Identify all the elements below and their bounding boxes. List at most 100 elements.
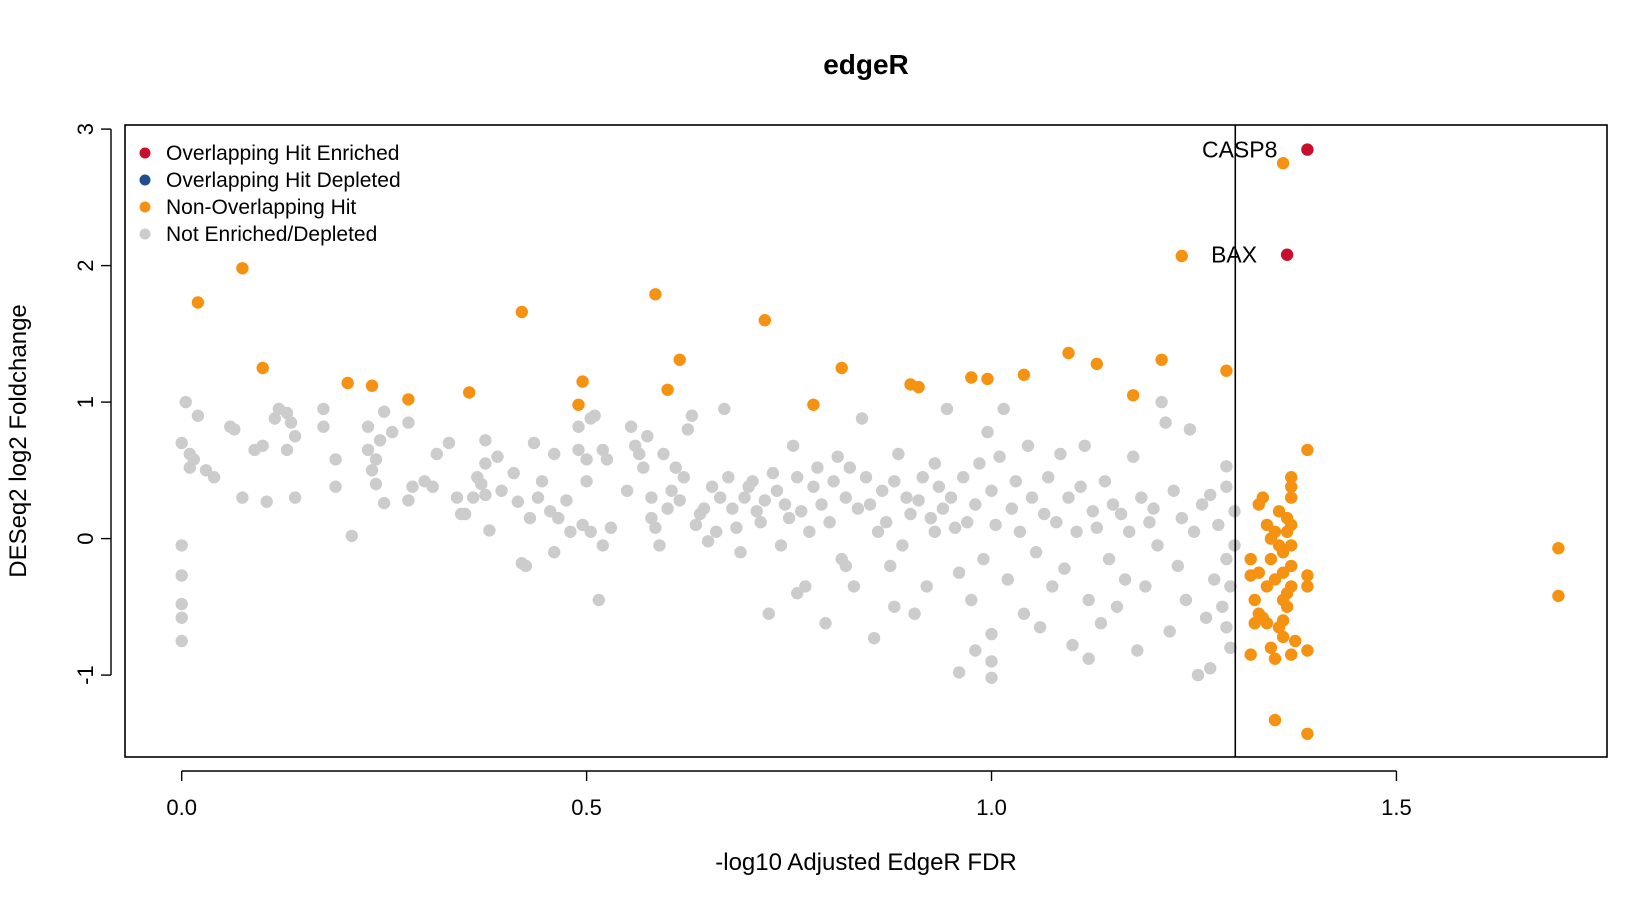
legend: Overlapping Hit Enriched Overlapping Hit …: [139, 142, 401, 246]
data-point: [1123, 525, 1136, 538]
data-point: [718, 402, 731, 416]
data-point: [1151, 539, 1164, 552]
data-point: [1208, 573, 1221, 586]
data-point: [256, 361, 269, 375]
data-point: [641, 430, 654, 443]
data-point: [823, 516, 836, 529]
data-point: [1005, 502, 1018, 515]
data-point: [256, 439, 269, 452]
data-point: [1552, 589, 1565, 603]
x-tick-label: 0.0: [166, 795, 197, 820]
data-point: [596, 443, 609, 457]
data-point: [1276, 614, 1290, 627]
data-point: [969, 498, 982, 511]
data-point: [786, 439, 800, 452]
data-point: [1260, 518, 1274, 532]
data-point: [645, 511, 658, 525]
data-point: [548, 546, 561, 559]
data-point: [1078, 439, 1091, 452]
data-point: [685, 409, 699, 422]
data-point: [1062, 346, 1075, 360]
data-point: [1289, 634, 1302, 648]
data-point: [1038, 507, 1051, 521]
data-point: [317, 420, 330, 433]
data-point: [697, 502, 711, 515]
data-point: [1147, 502, 1160, 515]
data-point: [179, 395, 192, 409]
data-point: [661, 502, 674, 515]
data-point: [1058, 562, 1071, 575]
data-point: [827, 475, 840, 488]
data-point: [600, 453, 614, 466]
x-tick-label: 1.5: [1381, 795, 1412, 820]
legend-item: Non-Overlapping Hit: [139, 196, 356, 219]
data-point: [811, 461, 824, 474]
legend-item: Overlapping Hit Depleted: [139, 169, 401, 192]
data-point: [386, 425, 399, 439]
data-point: [1268, 652, 1282, 665]
data-point: [653, 539, 666, 552]
data-point: [1054, 447, 1067, 461]
data-point: [807, 480, 820, 493]
data-point: [175, 539, 188, 552]
data-point: [458, 507, 472, 521]
data-point: [1163, 625, 1176, 638]
data-point: [1248, 593, 1261, 607]
data-point: [479, 434, 492, 447]
data-point: [957, 471, 970, 484]
data-point: [973, 457, 986, 470]
data-point: [507, 466, 520, 480]
data-point: [673, 494, 686, 507]
data-point: [762, 607, 775, 620]
data-point: [1090, 521, 1104, 534]
data-point: [1212, 518, 1225, 532]
data-point: [819, 617, 832, 630]
data-point: [576, 518, 589, 532]
data-point: [1224, 641, 1237, 654]
x-axis-label: -log10 Adjusted EdgeR FDR: [715, 849, 1017, 876]
data-point: [782, 511, 796, 525]
data-point: [280, 443, 294, 457]
data-point: [839, 491, 852, 504]
data-point: [774, 539, 788, 552]
data-point: [1204, 488, 1217, 502]
data-point: [722, 471, 735, 484]
data-point: [944, 491, 958, 504]
y-tick-label: -1: [73, 665, 98, 685]
data-point: [1276, 157, 1290, 170]
data-point: [1131, 644, 1144, 657]
data-point: [714, 491, 727, 504]
data-point: [475, 477, 488, 491]
data-point: [495, 484, 508, 497]
data-point: [1025, 491, 1039, 504]
data-point: [1013, 525, 1027, 538]
data-point: [1301, 143, 1314, 156]
data-point: [620, 484, 634, 497]
data-point: [1029, 546, 1043, 559]
data-point: [560, 494, 573, 507]
data-point: [402, 393, 415, 406]
data-point: [1285, 491, 1298, 504]
data-point: [175, 436, 188, 450]
data-point: [965, 371, 978, 384]
data-point: [803, 525, 816, 538]
data-point: [580, 453, 593, 466]
data-point: [1042, 471, 1055, 484]
data-point: [673, 353, 686, 366]
data-point: [705, 480, 719, 493]
data-point: [365, 464, 379, 477]
points-layer: [175, 143, 1565, 740]
data-point: [1127, 450, 1140, 463]
data-point: [1301, 580, 1314, 593]
data-point: [645, 491, 658, 504]
data-point: [952, 666, 966, 679]
data-point: [807, 398, 820, 411]
data-point: [531, 491, 545, 504]
data-point: [1175, 511, 1189, 525]
data-point: [871, 525, 885, 538]
data-point: [916, 471, 929, 484]
data-point: [1046, 580, 1059, 593]
data-point: [1155, 353, 1168, 366]
legend-marker: [139, 174, 151, 186]
y-axis-label: DESeq2 log2 Foldchange: [5, 304, 32, 578]
